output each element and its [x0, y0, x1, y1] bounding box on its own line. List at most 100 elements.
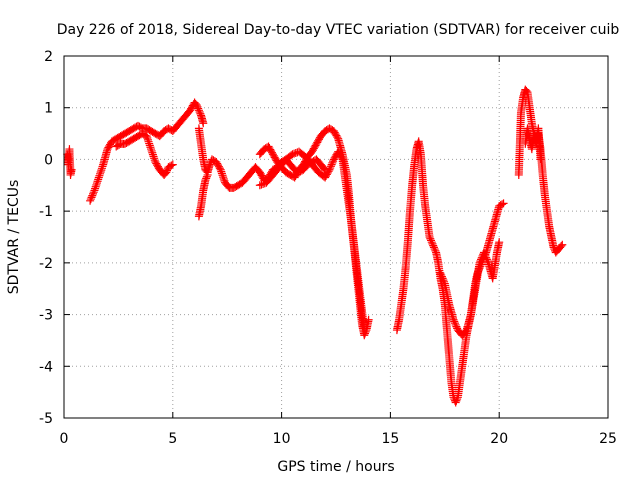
grid	[64, 56, 608, 418]
data-point	[92, 179, 101, 188]
data-point	[87, 193, 96, 202]
data-point	[482, 255, 491, 264]
data-point	[217, 169, 226, 178]
data-point	[218, 171, 227, 180]
data-point	[449, 315, 458, 324]
series-segment-2	[86, 98, 208, 205]
data-point	[93, 177, 102, 186]
data-point	[495, 238, 504, 247]
data-point	[194, 106, 203, 115]
data-point	[97, 164, 106, 173]
data-point	[193, 102, 202, 111]
data-point	[202, 172, 211, 181]
data-point	[479, 248, 488, 257]
y-tick-label: -1	[39, 204, 53, 220]
y-axis-ticks: -5 -4 -3 -2 -1 0 1 2	[39, 49, 608, 427]
data-point	[438, 274, 447, 283]
data-point	[86, 195, 95, 204]
data-point	[327, 160, 336, 169]
data-point	[219, 173, 228, 182]
data-point	[452, 322, 461, 331]
data-point	[427, 238, 436, 247]
data-point	[217, 167, 226, 176]
series-segment-10	[514, 85, 567, 257]
data-point	[431, 246, 440, 255]
data-point	[89, 189, 98, 198]
data-point	[450, 317, 459, 326]
data-point	[480, 250, 489, 259]
series-segment-9	[436, 238, 504, 340]
data-point	[147, 146, 156, 155]
data-point	[427, 236, 436, 245]
x-axis-label: GPS time / hours	[277, 459, 394, 475]
data-point	[142, 132, 151, 141]
data-point	[168, 160, 177, 169]
data-point	[148, 150, 157, 159]
data-point	[94, 173, 103, 182]
data-point	[144, 137, 153, 146]
data-point	[96, 167, 105, 176]
data-point	[205, 160, 214, 169]
data-point	[202, 174, 211, 183]
data-point	[439, 276, 448, 285]
data-point	[326, 162, 335, 171]
data-point	[453, 395, 462, 404]
data-point	[450, 319, 459, 328]
y-tick-label: -5	[39, 411, 53, 427]
x-tick-label: 0	[60, 431, 69, 447]
data-point	[145, 141, 154, 150]
data-point	[194, 104, 203, 113]
data-point	[476, 257, 485, 266]
series-segment-7	[255, 147, 369, 335]
data-point	[203, 170, 212, 179]
data-point	[451, 320, 460, 329]
data-point	[429, 243, 438, 252]
data-point	[337, 153, 346, 162]
data-point	[558, 240, 567, 249]
data-point	[195, 108, 204, 117]
data-point	[67, 165, 76, 174]
x-tick-label: 20	[490, 431, 508, 447]
x-tick-label: 25	[599, 431, 617, 447]
data-point	[95, 171, 104, 180]
data-point	[333, 133, 342, 142]
data-point	[97, 166, 106, 175]
data-point	[482, 253, 491, 262]
series-segment-5	[194, 170, 212, 221]
data-point	[429, 241, 438, 250]
x-tick-label: 5	[168, 431, 177, 447]
data-point	[143, 135, 152, 144]
data-point	[88, 191, 97, 200]
data-point	[91, 184, 100, 193]
data-point	[90, 186, 99, 195]
data-point	[196, 109, 205, 118]
data-point	[536, 155, 545, 164]
data-point	[499, 199, 508, 208]
data-point	[86, 196, 95, 205]
y-tick-label: 0	[44, 152, 53, 168]
data-point	[360, 326, 369, 335]
data-point	[148, 148, 157, 157]
chart-title: Day 226 of 2018, Sidereal Day-to-day VTE…	[57, 22, 620, 38]
x-tick-label: 10	[273, 431, 291, 447]
series-segment-3	[112, 129, 177, 179]
x-tick-label: 15	[381, 431, 399, 447]
series-segment-6	[255, 124, 373, 340]
data-point	[428, 239, 437, 248]
data-point	[215, 164, 224, 173]
data-point	[167, 161, 176, 170]
data-point	[324, 167, 333, 176]
data-point	[325, 165, 334, 174]
series-segment-11	[521, 124, 545, 164]
data-point	[162, 168, 171, 177]
y-tick-label: 2	[44, 49, 53, 65]
data-point	[150, 156, 159, 165]
data-point	[557, 242, 566, 251]
data-point	[440, 277, 449, 286]
data-point	[150, 154, 159, 163]
data-point	[437, 272, 446, 281]
data-points	[63, 85, 567, 407]
series-segment-1	[63, 145, 76, 179]
x-axis-ticks: 0 5 10 15 20 25	[60, 56, 617, 447]
data-point	[425, 233, 434, 241]
